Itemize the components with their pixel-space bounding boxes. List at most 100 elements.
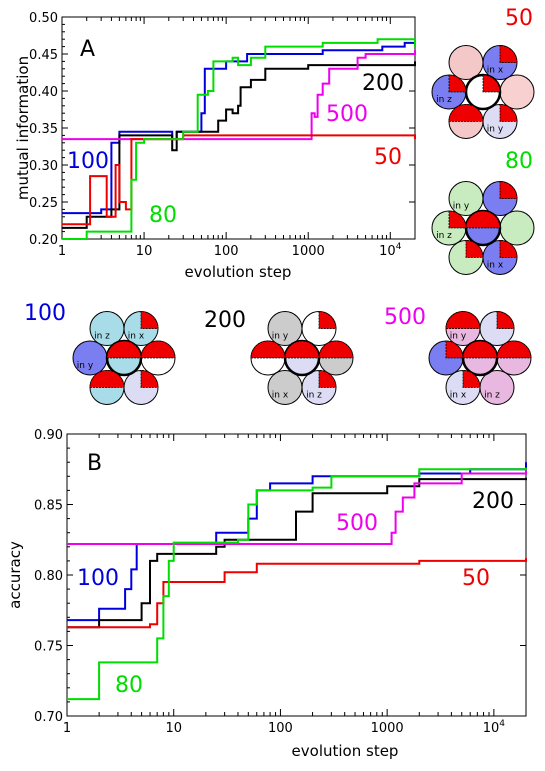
cluster-80-label: 80 [505, 149, 533, 174]
cluster-200-wedge [250, 340, 286, 359]
panel-b-ylabel: accuracy [6, 541, 24, 609]
panel-b-chart: 0.70 0.75 0.80 0.85 0.90 1 10 100 1000 104 B acc… [6, 428, 527, 760]
cluster-200-input-label: in x [272, 390, 289, 400]
a-ytick-label: 0.25 [29, 196, 58, 211]
b-xtick-label: 10 [165, 721, 182, 736]
cluster-100-wedge [140, 311, 159, 330]
b-series-line-50 [67, 558, 527, 629]
cluster-50-input-label: in y [487, 124, 504, 134]
cluster-500-wedge [496, 340, 532, 359]
cluster-80: in y in z in x [431, 181, 535, 275]
a-series-line-80 [62, 38, 416, 240]
panel-a-series-label-100: 100 [67, 149, 109, 174]
cluster-500-input-label: in z [484, 390, 500, 400]
panel-a-series-label-500: 500 [326, 102, 368, 127]
b-ytick-label: 0.70 [34, 710, 63, 725]
b-ytick-label: 0.75 [34, 640, 63, 655]
panel-a-series-label-200: 200 [362, 71, 404, 96]
cluster-500: in y in z in x [428, 311, 532, 405]
cluster-500-wedge [445, 340, 464, 359]
cluster-100-input-label: in y [77, 361, 94, 371]
panel-a-series-label-80: 80 [149, 203, 177, 228]
b-ytick-label: 0.80 [34, 569, 63, 584]
panel-b-series-label-500: 500 [336, 511, 378, 536]
cluster-200-cell [267, 369, 303, 405]
cluster-100: in x in z in y [72, 311, 176, 405]
a-series-line-200 [62, 61, 416, 229]
cluster-80-cell [499, 210, 535, 246]
cluster-80-input-label: in z [436, 231, 452, 241]
panel-b-xlabel: evolution step [292, 742, 399, 760]
panel-a-chart: 0.20 0.25 0.30 0.35 0.40 0.45 0.50 1 10 100 1000 1… [14, 11, 416, 281]
panel-b-label: B [87, 451, 102, 476]
cluster-50-wedge [499, 45, 518, 64]
cluster-50-cell [499, 74, 535, 110]
cluster-500-input-label: in x [450, 390, 467, 400]
a-ytick-label: 0.40 [29, 85, 58, 100]
panel-a-xlabel: evolution step [185, 263, 292, 281]
panel-b-series-label-50: 50 [462, 566, 490, 591]
a-xtick-label: 100 [214, 244, 239, 259]
cluster-200: in y in x in z [250, 311, 354, 405]
panel-b-series-label-80: 80 [115, 673, 143, 698]
b-series-line-100 [67, 462, 527, 622]
panel-a-ylabel: mutual information [14, 56, 32, 200]
cluster-200-wedge [318, 340, 354, 359]
cluster-100-input-label: in x [128, 332, 145, 342]
b-ytick-label: 0.85 [34, 499, 63, 514]
b-series-line-500 [67, 469, 527, 545]
cluster-80-wedge [499, 181, 518, 200]
cluster-50-wedge [499, 103, 518, 122]
a-ytick-label: 0.45 [29, 48, 58, 63]
b-series-line-200 [67, 477, 527, 629]
a-ytick-label: 0.35 [29, 122, 58, 137]
cluster-100-wedge [140, 340, 176, 359]
a-xtick-label: 10 [136, 244, 153, 259]
cluster-200-label: 200 [204, 308, 246, 333]
cluster-100-wedge [140, 369, 159, 388]
cluster-80-wedge [465, 210, 501, 229]
cluster-200-input-label: in z [306, 390, 322, 400]
cluster-100-input-label: in z [94, 332, 110, 342]
cluster-500-wedge [462, 340, 498, 359]
panel-a-series-label-50: 50 [374, 145, 402, 170]
cluster-100-label: 100 [24, 301, 66, 326]
cluster-50-wedge [482, 74, 501, 93]
a-ytick-label: 0.20 [29, 233, 58, 248]
cluster-80-wedge [448, 210, 467, 229]
cluster-500-wedge [445, 311, 481, 330]
a-xtick-label: 1 [58, 244, 66, 259]
a-series-line-50 [62, 134, 416, 226]
cluster-50-cell [448, 45, 484, 81]
cluster-200-wedge [318, 311, 337, 330]
panel-b-series-label-200: 200 [472, 489, 514, 514]
cluster-50-label: 50 [505, 6, 533, 31]
b-xtick-label: 1 [63, 721, 71, 736]
b-xtick-label: 100 [268, 721, 293, 736]
a-xtick-label: 104 [379, 242, 402, 259]
cluster-500-wedge [496, 311, 515, 330]
cluster-200-wedge [318, 369, 337, 388]
cluster-500-input-label: in y [450, 332, 467, 342]
cluster-80-input-label: in x [487, 260, 504, 270]
b-xtick-exponent: 4 [499, 719, 505, 729]
cluster-80-input-label: in y [453, 202, 470, 212]
cluster-200-input-label: in y [272, 332, 289, 342]
b-series-line-80 [67, 467, 527, 701]
b-xtick-label: 1000 [371, 721, 404, 736]
a-xtick-exponent: 4 [396, 242, 402, 252]
cluster-500-label: 500 [384, 305, 426, 330]
b-xtick-label: 104 [483, 719, 506, 736]
cluster-50-wedge [448, 104, 484, 122]
a-ytick-label: 0.50 [29, 11, 58, 26]
cluster-50-input-label: in z [436, 95, 452, 105]
cluster-100-wedge [106, 340, 142, 359]
a-series-line-500 [62, 50, 416, 141]
a-ytick-label: 0.30 [29, 159, 58, 174]
cluster-50-wedge [448, 74, 467, 93]
cluster-50-input-label: in x [487, 66, 504, 76]
cluster-80-wedge [499, 239, 518, 258]
cluster-500-wedge [462, 369, 481, 388]
cluster-50: in x in y in z [431, 45, 535, 139]
